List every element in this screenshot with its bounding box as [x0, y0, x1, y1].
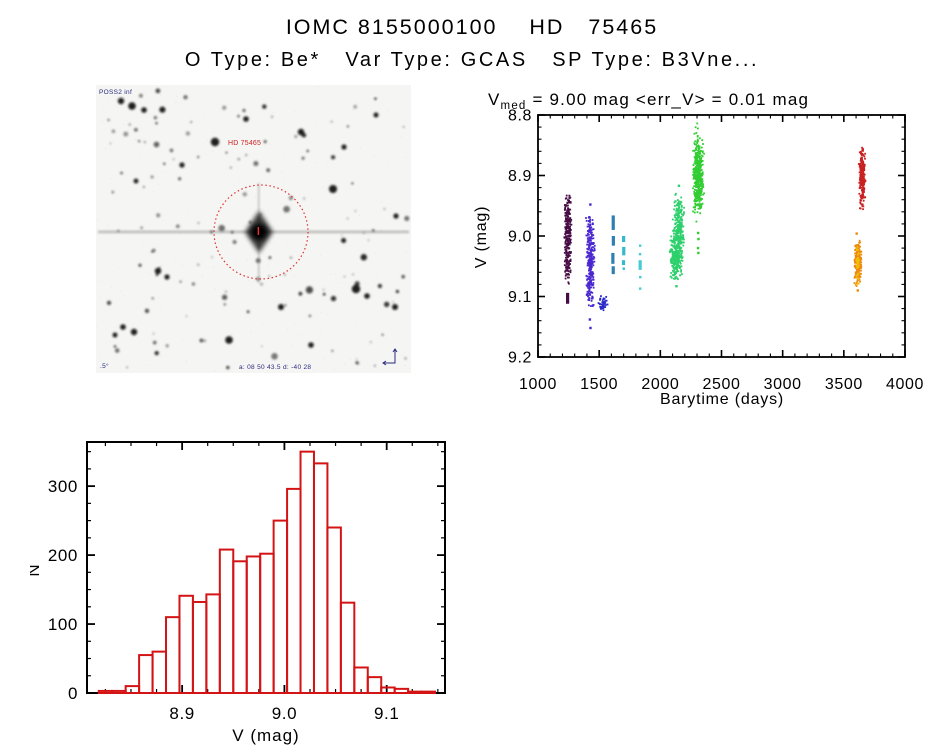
- histogram-bar: [299, 450, 315, 695]
- page-subtitle: O Type: Be* Var Type: GCAS SP Type: B3Vn…: [184, 49, 760, 71]
- light-curve-ylabel: V (mag): [473, 206, 490, 269]
- x-tick-label: 2000: [641, 376, 679, 393]
- histogram-bar: [393, 687, 410, 695]
- magnitude-histogram-plot: 8.9 9.0 9.1 0 100 200 300 N V (mag): [30, 441, 446, 745]
- data-cluster-epoch-2: [585, 203, 596, 330]
- histogram-bar: [420, 690, 437, 695]
- x-tick-label: 1000: [519, 376, 557, 393]
- data-cluster-epoch-8: [692, 122, 706, 255]
- light-curve-axes-and-points: 1000 1500 2000 2500 3000 3500 4000 8.8 8.9 9.0 9.1…: [508, 108, 924, 394]
- scale-label: .5°: [100, 362, 109, 370]
- histogram-bar: [138, 654, 154, 694]
- y-tick-label: 100: [48, 615, 78, 634]
- histogram-xlabel: V (mag): [232, 726, 299, 745]
- histogram-bar: [165, 616, 181, 694]
- y-tick-label: 9.2: [508, 350, 532, 367]
- finder-chart-image: POSS2 inf HD 75465 a: 08 50 43.5 d: -40 …: [96, 85, 411, 373]
- x-tick-label: 3500: [825, 376, 863, 393]
- histogram-bar: [124, 685, 141, 695]
- histogram-bar: [191, 600, 208, 695]
- histogram-bar: [407, 690, 423, 695]
- x-tick-label: 1500: [580, 376, 618, 393]
- histogram-bar: [218, 548, 235, 694]
- histogram-bar: [339, 601, 356, 695]
- light-curve-plot: Vmed = 9.00 mag <err_V> = 0.01 mag 1000 1…: [473, 90, 924, 408]
- x-tick-label: 3000: [764, 376, 802, 393]
- x-tick-label: 2500: [703, 376, 741, 393]
- data-cluster-epoch-3: [597, 295, 609, 312]
- star-label: HD 75465: [228, 140, 261, 147]
- target-centre-mark: [257, 227, 260, 235]
- histogram-bar: [178, 594, 194, 694]
- histogram-bar: [151, 650, 168, 694]
- x-tick-label: 9.1: [374, 704, 399, 723]
- y-tick-label: 8.9: [508, 168, 532, 185]
- x-tick-label: 9.0: [272, 704, 297, 723]
- histogram-bar: [205, 593, 221, 694]
- histogram-bar: [245, 555, 262, 695]
- data-cluster-epoch-7: [668, 184, 685, 288]
- y-tick-label: 9.0: [508, 229, 532, 246]
- compass-icon: [382, 348, 398, 366]
- histogram-bar: [366, 676, 383, 694]
- histogram-axes-and-bars: 8.9 9.0 9.1 0 100 200 300: [48, 441, 446, 723]
- y-tick-label: 0: [68, 684, 78, 703]
- page-title: IOMC 8155000100 HD 75465: [285, 15, 659, 39]
- y-tick-label: 9.1: [508, 289, 532, 306]
- light-curve-xlabel: Barytime (days): [660, 391, 784, 408]
- data-cluster-epoch-10-fringe: [855, 246, 860, 286]
- coords-label: a: 08 50 43.5 d: -40 28: [239, 364, 311, 371]
- histogram-bar: [232, 560, 248, 694]
- histogram-ylabel: N: [30, 563, 43, 576]
- histogram-bar: [326, 526, 342, 694]
- histogram-bar: [312, 462, 329, 694]
- x-tick-label: 8.9: [169, 704, 194, 723]
- y-tick-label: 200: [48, 546, 78, 565]
- target-circle: [213, 184, 309, 280]
- light-curve-title: Vmed = 9.00 mag <err_V> = 0.01 mag: [488, 90, 809, 112]
- x-tick-label: 4000: [886, 376, 924, 393]
- data-cluster-epoch-5: [621, 236, 626, 270]
- data-cluster-epoch-4: [611, 215, 615, 275]
- y-tick-label: 300: [48, 477, 78, 496]
- data-cluster-epoch-1: [563, 194, 573, 304]
- histogram-bar: [286, 487, 302, 695]
- y-tick-label: 8.8: [508, 108, 532, 125]
- starfield: [96, 85, 411, 373]
- histogram-bar: [259, 552, 275, 695]
- histogram-bar: [111, 689, 127, 694]
- histogram-bar: [380, 686, 396, 695]
- histogram-bar: [272, 519, 289, 694]
- data-cluster-epoch-9: [857, 146, 867, 211]
- data-cluster-epoch-6: [638, 244, 642, 290]
- survey-label: POSS2 inf: [99, 89, 132, 96]
- histogram-bars: [97, 450, 437, 695]
